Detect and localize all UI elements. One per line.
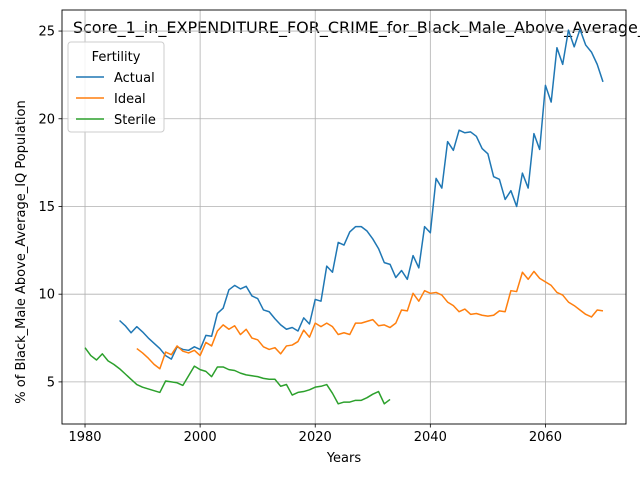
x-tick-label: 2000 — [184, 430, 217, 445]
x-tick-label: 1980 — [68, 430, 101, 445]
y-axis-label: % of Black_Male Above_Average_IQ Populat… — [14, 100, 29, 403]
series-line-sterile — [84, 347, 391, 405]
y-tick-label: 15 — [38, 200, 55, 215]
legend-box — [67, 41, 165, 133]
x-tick-label: 2040 — [414, 430, 447, 445]
y-tick-label: 5 — [47, 375, 55, 390]
legend-label-sterile: Sterile — [114, 113, 156, 128]
legend: Fertility Actual Ideal Sterile — [67, 41, 165, 133]
chart-title: Score_1_in_EXPENDITURE_FOR_CRIME_for_Bla… — [73, 18, 640, 38]
legend-label-ideal: Ideal — [114, 92, 146, 107]
x-tick-label: 2060 — [529, 430, 562, 445]
plot-frame — [61, 9, 627, 425]
series-line-actual — [119, 28, 604, 360]
y-tick-label: 10 — [38, 288, 55, 303]
legend-title: Fertility — [92, 50, 141, 65]
legend-label-actual: Actual — [114, 71, 155, 86]
y-tick-label: 20 — [38, 112, 55, 127]
y-axis-ticks: 5 10 15 20 25 — [38, 25, 62, 390]
series-lines — [84, 28, 604, 405]
grid-lines — [62, 10, 626, 424]
x-axis-label: Years — [326, 451, 362, 466]
series-line-ideal — [136, 270, 604, 370]
x-axis-ticks: 1980 2000 2020 2040 2060 — [68, 424, 562, 445]
y-tick-label: 25 — [38, 25, 55, 40]
x-tick-label: 2020 — [299, 430, 332, 445]
